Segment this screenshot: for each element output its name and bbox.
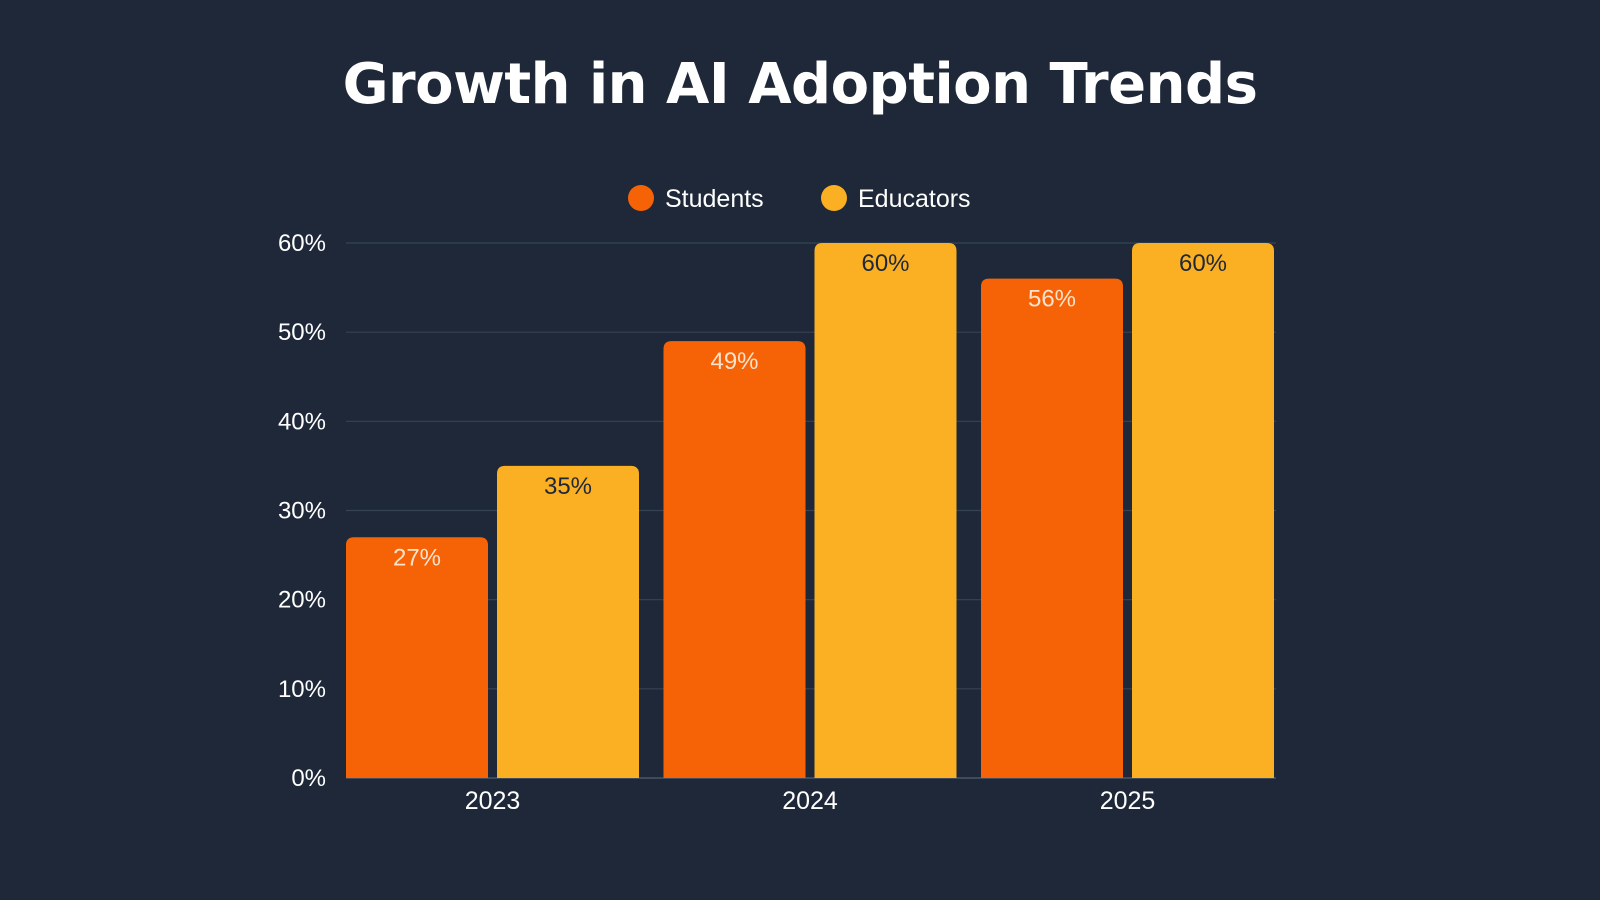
x-tick-label: 2024 — [782, 787, 838, 815]
data-label: 60% — [861, 250, 909, 277]
legend: Students Educators — [628, 185, 971, 213]
x-tick-label: 2025 — [1100, 787, 1156, 815]
chart-title: Growth in AI Adoption Trends — [342, 52, 1258, 117]
bar-educators-2025 — [1132, 243, 1274, 778]
data-label: 49% — [710, 348, 758, 375]
bar-students-2025 — [981, 278, 1123, 778]
data-label: 35% — [544, 473, 592, 500]
bars — [346, 243, 1274, 778]
legend-swatch — [628, 185, 654, 211]
legend-label: Students — [665, 185, 764, 213]
data-label: 60% — [1179, 250, 1227, 277]
y-axis: 0% 10% 20% 30% 40% 50% 60% — [278, 230, 326, 792]
legend-swatch — [821, 185, 847, 211]
bar-students-2024 — [663, 341, 806, 778]
y-tick-label: 60% — [278, 230, 326, 257]
y-tick-label: 30% — [278, 498, 326, 525]
x-axis: 2023 2024 2025 — [465, 787, 1156, 815]
y-tick-label: 10% — [278, 676, 326, 703]
data-label: 56% — [1028, 286, 1076, 313]
bar-students-2023 — [346, 537, 488, 778]
bar-educators-2023 — [497, 465, 639, 778]
x-tick-label: 2023 — [465, 787, 521, 815]
y-tick-label: 50% — [278, 319, 326, 346]
y-tick-label: 20% — [278, 587, 326, 614]
legend-item-educators[interactable]: Educators — [821, 185, 971, 213]
bar-educators-2024 — [814, 243, 957, 778]
y-tick-label: 40% — [278, 408, 326, 435]
data-label: 27% — [393, 544, 441, 571]
legend-item-students[interactable]: Students — [628, 185, 764, 213]
y-tick-label: 0% — [291, 765, 326, 792]
bar-labels: 27% 35% 49% 60% 56% 60% — [393, 250, 1227, 571]
legend-label: Educators — [858, 185, 971, 213]
